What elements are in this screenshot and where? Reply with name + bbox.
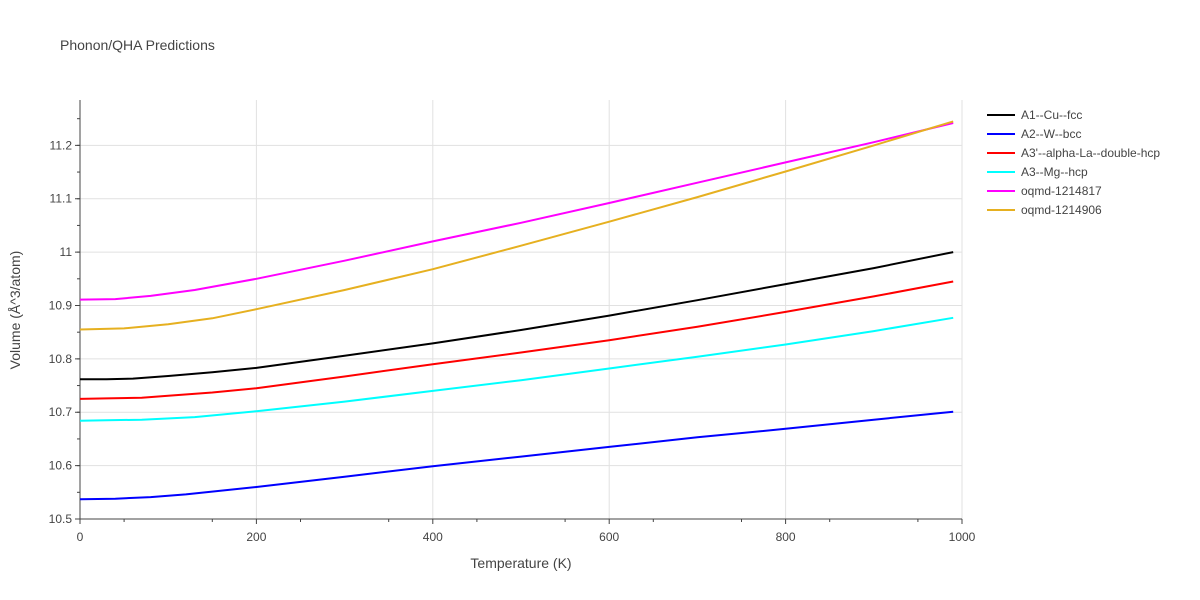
legend-label: oqmd-1214817 — [1021, 184, 1102, 198]
legend-label: A2--W--bcc — [1021, 127, 1081, 141]
axes: 0 200 400 600 800 1000 10.5 10.6 10.7 10.8 10.9 11 1… — [49, 100, 976, 544]
legend-item[interactable]: oqmd-1214817 — [987, 184, 1102, 198]
y-tick-label: 10.7 — [49, 405, 73, 419]
gridlines — [80, 100, 963, 519]
y-tick-label: 11 — [60, 245, 73, 259]
y-axis-title: Volume (Å^3/atom) — [7, 251, 23, 370]
x-tick-label: 0 — [77, 530, 84, 544]
chart-title: Phonon/QHA Predictions — [60, 37, 215, 53]
x-tick-label: 400 — [423, 530, 443, 544]
y-tick-label: 10.9 — [49, 298, 73, 312]
legend-label: A1--Cu--fcc — [1021, 108, 1082, 122]
x-tick-label: 800 — [776, 530, 796, 544]
legend: A1--Cu--fcc A2--W--bcc A3'--alpha-La--doub… — [987, 108, 1160, 217]
legend-item[interactable]: oqmd-1214906 — [987, 203, 1102, 217]
legend-item[interactable]: A2--W--bcc — [987, 127, 1081, 141]
series-lines — [79, 120, 954, 501]
y-tick-label: 10.8 — [49, 352, 73, 366]
series-line-oqmd-1214817 — [79, 122, 954, 301]
legend-label: A3'--alpha-La--double-hcp — [1021, 146, 1160, 160]
y-tick-label: 11.1 — [50, 192, 73, 206]
x-tick-label: 600 — [599, 530, 619, 544]
x-axis-title: Temperature (K) — [470, 555, 571, 571]
legend-item[interactable]: A3--Mg--hcp — [987, 165, 1088, 179]
x-tick-label: 200 — [246, 530, 266, 544]
series-line-a3-mg-hcp — [79, 316, 954, 422]
legend-label: oqmd-1214906 — [1021, 203, 1102, 217]
series-line-oqmd-1214906 — [79, 120, 954, 331]
x-tick-label: 1000 — [949, 530, 976, 544]
series-line-a3-alpha-la-double-hcp — [79, 280, 954, 400]
series-line-a1-cu-fcc — [80, 251, 954, 381]
legend-label: A3--Mg--hcp — [1021, 165, 1088, 179]
legend-item[interactable]: A3'--alpha-La--double-hcp — [987, 146, 1160, 160]
legend-item[interactable]: A1--Cu--fcc — [987, 108, 1082, 122]
series-line-a2-w-bcc — [79, 410, 954, 501]
y-tick-label: 11.2 — [50, 138, 73, 152]
y-tick-label: 10.6 — [49, 459, 73, 473]
y-tick-label: 10.5 — [49, 512, 73, 526]
